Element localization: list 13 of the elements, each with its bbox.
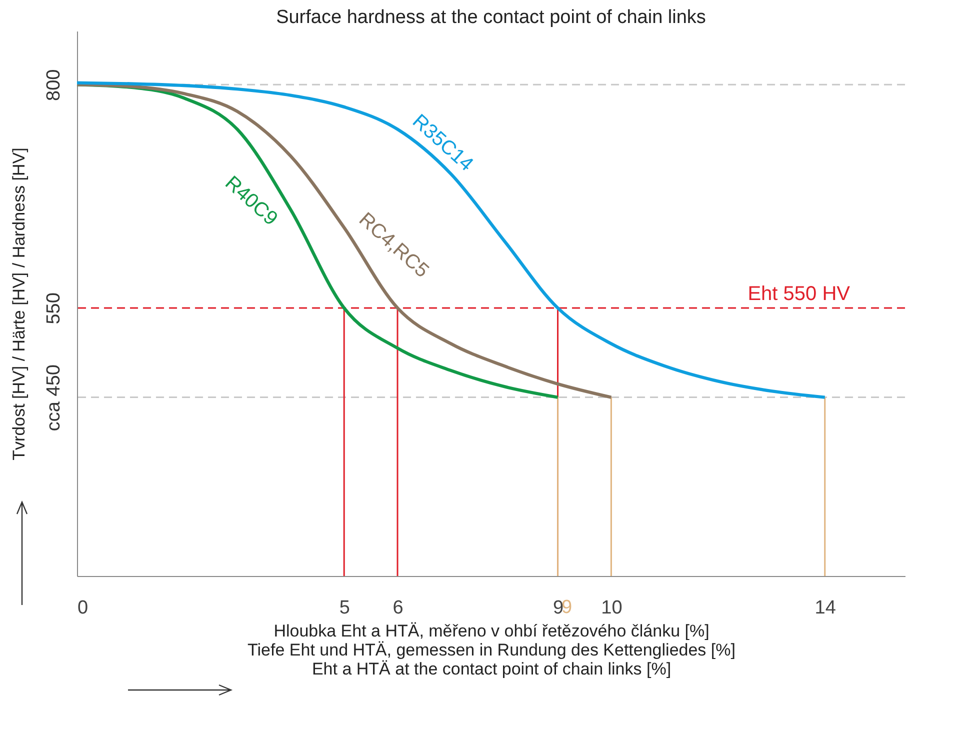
- x-tick-label: 14: [814, 598, 836, 618]
- x-tick-label: 5: [339, 598, 350, 618]
- x-tick-label: 10: [601, 598, 622, 618]
- ref-line-label: Eht 550 HV: [748, 282, 851, 305]
- x-axis-title: Hloubka Eht a HTÄ, měřeno v ohbí řetězového článku [%] Tiefe Eht und HTÄ, gemessen in Rundung des Kettengliedes [%] Eht a HTÄ at the contact point of chain links [%]: [248, 622, 736, 678]
- x-tick-label: 6: [392, 598, 404, 618]
- chart-title: Surface hardness at the contact point of chain links: [276, 7, 706, 28]
- y-tick-label: 800: [44, 69, 64, 101]
- y-axis-title: Tvrdost [HV] / Härte [HV] / Hardness [HV]: [10, 148, 28, 460]
- y-tick-label: 550: [44, 292, 64, 324]
- y-tick-label: cca 450: [44, 364, 64, 432]
- x-tick-label: 0: [78, 598, 88, 618]
- x-tick-label: 9: [552, 598, 564, 618]
